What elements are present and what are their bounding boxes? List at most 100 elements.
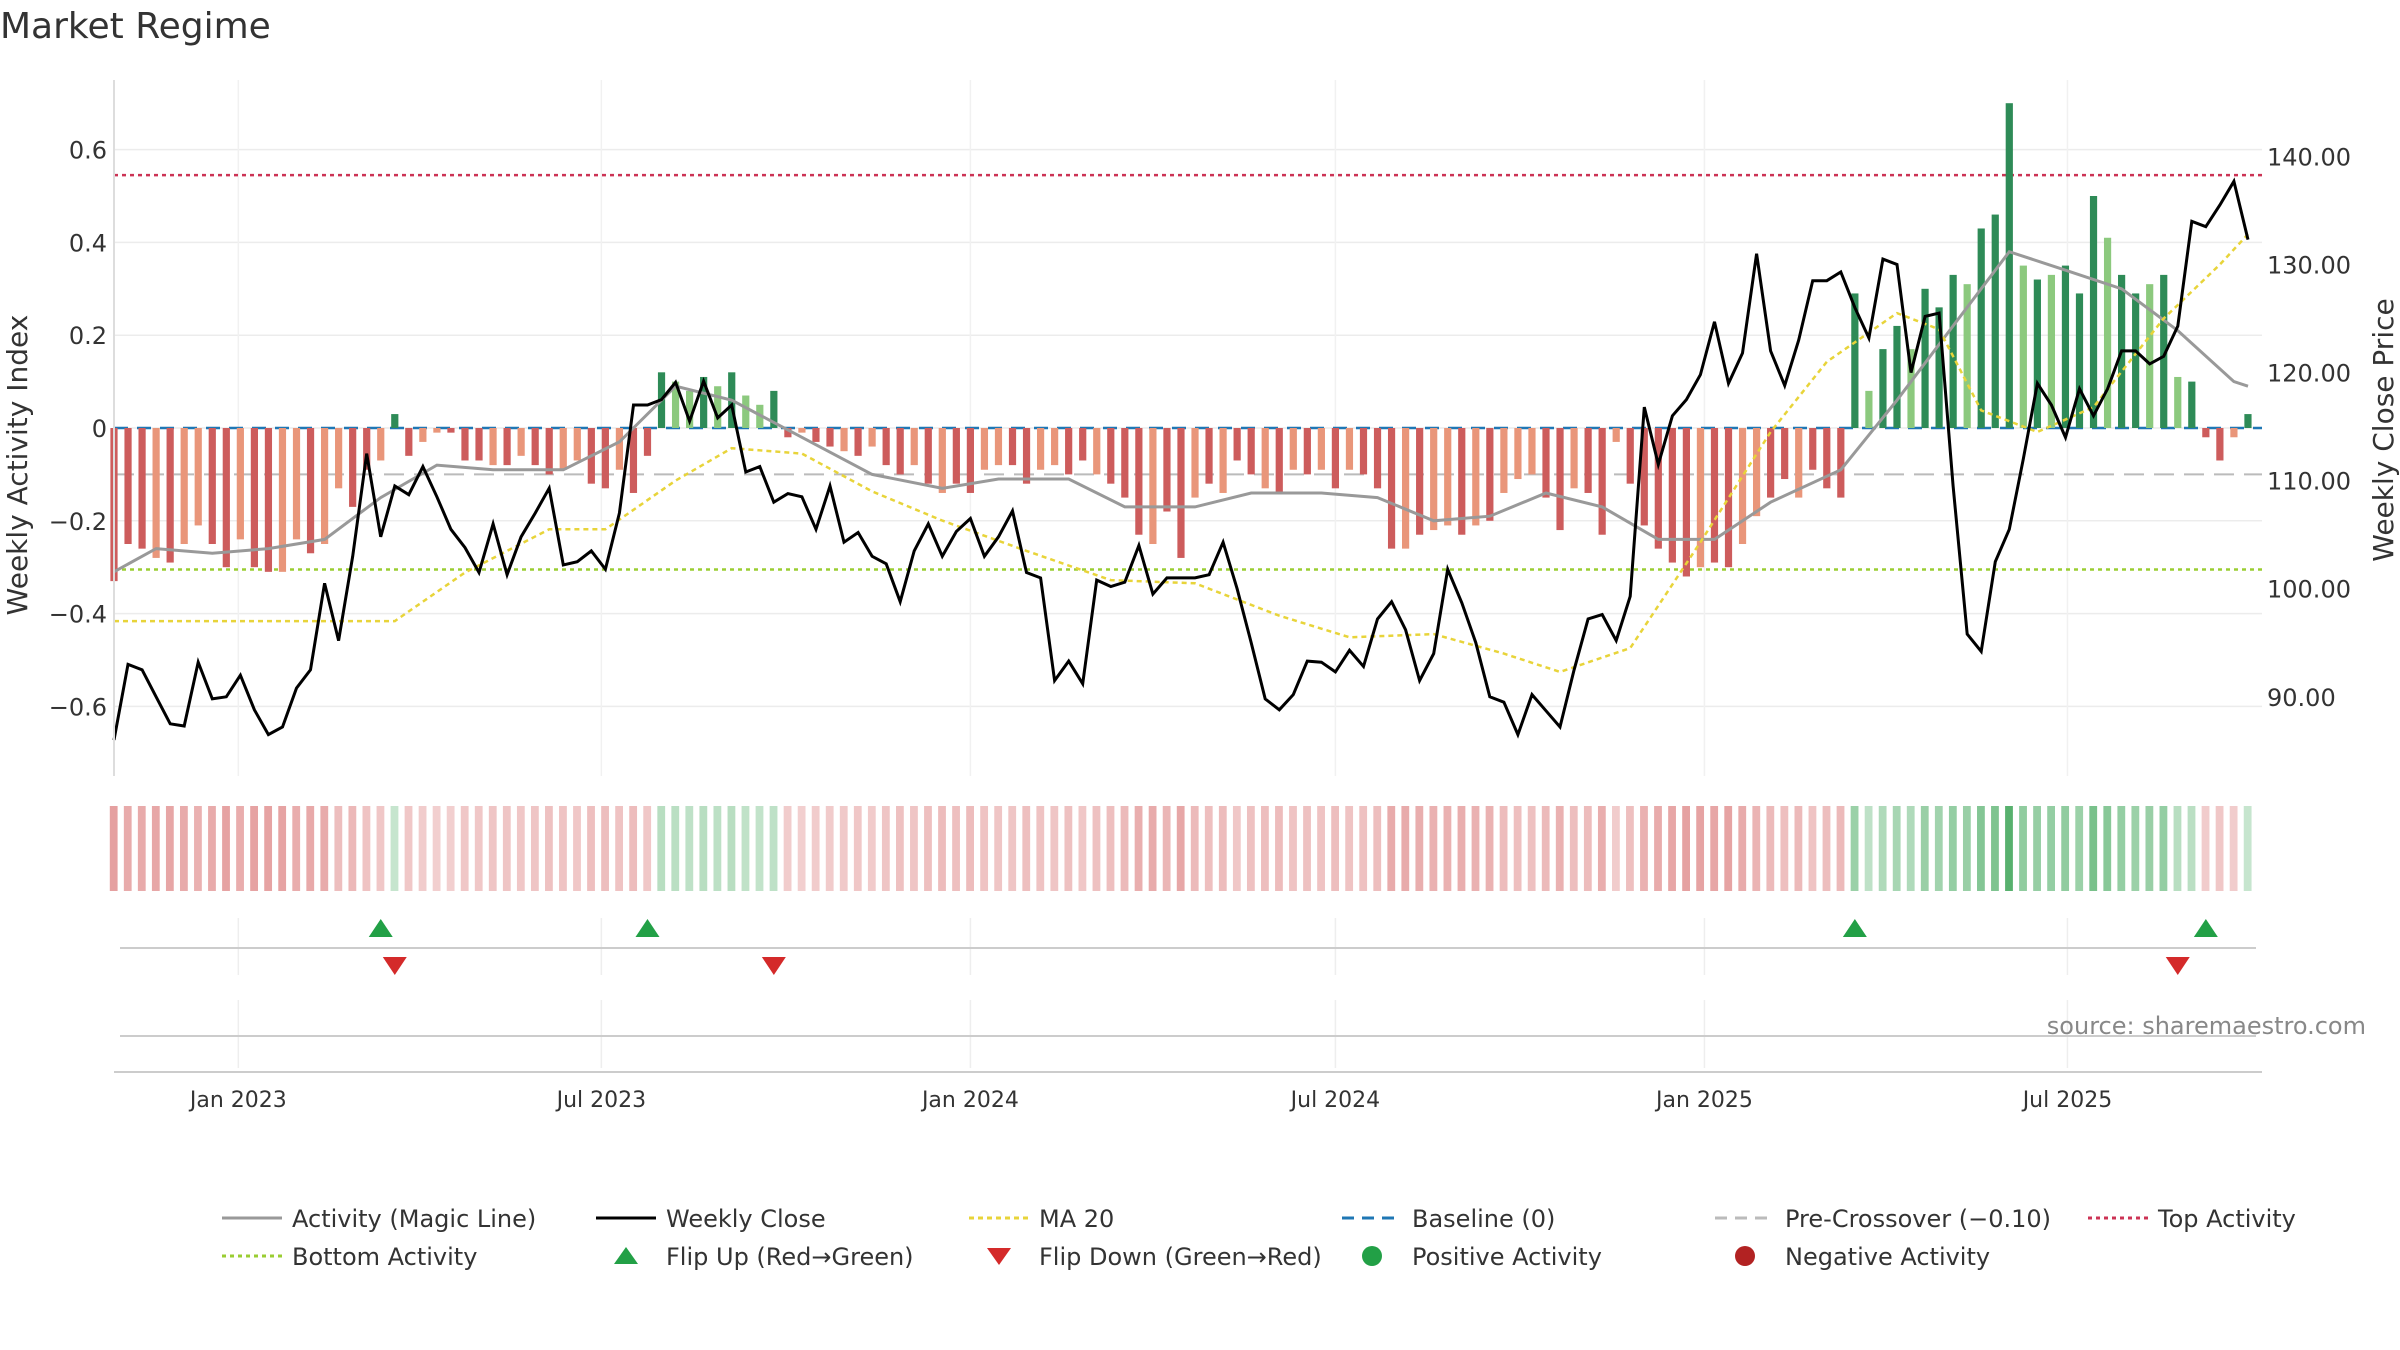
legend-item: MA 20 — [969, 1205, 1114, 1233]
regime-cell — [994, 806, 1003, 891]
activity-bar — [1809, 428, 1817, 470]
regime-cell — [1331, 806, 1340, 891]
activity-bar — [700, 376, 708, 428]
regime-cell — [1303, 806, 1312, 891]
x-tick-label: Jan 2024 — [920, 1088, 1019, 1113]
left-axis-label: Weekly Activity Index — [1, 315, 34, 616]
regime-cell — [1261, 806, 1270, 891]
regime-cell — [1527, 806, 1537, 891]
flip-up-marker — [2193, 919, 2218, 937]
activity-bar — [236, 428, 244, 540]
activity-bar — [2061, 265, 2070, 428]
regime-strip — [109, 806, 2253, 891]
regime-cell — [825, 806, 835, 891]
activity-bar — [1724, 428, 1733, 568]
regime-cell — [1471, 806, 1481, 891]
regime-cell — [1457, 806, 1466, 891]
activity-bar — [1682, 428, 1690, 577]
regime-cell — [545, 806, 554, 891]
activity-bar — [896, 428, 904, 475]
regime-cell — [1794, 806, 1803, 891]
regime-cell — [222, 806, 231, 891]
activity-bar — [798, 428, 806, 433]
x-tick-label: Jan 2025 — [1654, 1088, 1753, 1113]
regime-cell — [1190, 806, 1200, 891]
regime-cell — [1162, 806, 1172, 891]
flip-up-marker — [368, 919, 393, 937]
activity-bar — [980, 428, 989, 470]
activity-bar — [1598, 428, 1606, 535]
activity-bar — [1654, 428, 1662, 549]
regime-cell — [1738, 806, 1747, 891]
activity-bar — [1135, 428, 1143, 535]
regime-cell — [727, 806, 736, 891]
legend-label: Flip Up (Red→Green) — [666, 1243, 914, 1271]
activity-bar — [1837, 428, 1845, 498]
activity-bar — [1163, 428, 1171, 512]
regime-cell — [713, 806, 722, 891]
regime-cell — [488, 806, 498, 891]
regime-cell — [1148, 806, 1158, 891]
flip-up-marker — [635, 919, 660, 937]
regime-cell — [1850, 806, 1860, 891]
activity-bar — [1991, 214, 1999, 428]
regime-cell — [2103, 806, 2112, 891]
y-tick-left: 0.6 — [69, 137, 107, 165]
activity-bar — [419, 428, 427, 442]
activity-bar — [1668, 428, 1676, 563]
legend-item: Baseline (0) — [1342, 1205, 1555, 1233]
activity-bar — [377, 428, 385, 461]
flip-down-marker — [382, 957, 407, 975]
right-axis-label: Weekly Close Price — [2367, 298, 2400, 561]
activity-bar — [1640, 428, 1648, 526]
activity-bar — [138, 428, 146, 549]
activity-bar — [2188, 381, 2196, 428]
regime-cell — [2061, 806, 2070, 891]
legend-label: Flip Down (Green→Red) — [1039, 1243, 1322, 1271]
activity-bar — [1093, 428, 1101, 475]
activity-bar — [1177, 428, 1185, 558]
regime-cell — [2145, 806, 2154, 891]
regime-cell — [348, 806, 357, 891]
activity-bar — [1275, 428, 1283, 493]
regime-cell — [1078, 806, 1087, 891]
regime-cell — [1120, 806, 1130, 891]
regime-cell — [671, 806, 680, 891]
activity-bar — [938, 428, 946, 493]
activity-bar — [2202, 428, 2210, 438]
activity-bar — [1542, 428, 1550, 498]
regime-cell — [1359, 806, 1368, 891]
legend-swatch — [987, 1248, 1011, 1265]
y-tick-right: 110.00 — [2267, 468, 2351, 496]
regime-cell — [2005, 806, 2014, 891]
activity-bar — [1051, 428, 1059, 466]
legend-label: Top Activity — [2157, 1205, 2296, 1233]
activity-bar — [1626, 428, 1634, 484]
regime-cell — [1822, 806, 1831, 891]
activity-bar — [1879, 349, 1887, 428]
activity-bar — [531, 428, 539, 466]
activity-bar — [433, 428, 441, 433]
regime-cell — [1752, 806, 1761, 891]
regime-cell — [334, 806, 343, 891]
activity-bar — [1977, 228, 1985, 428]
activity-bar — [124, 428, 132, 544]
regime-cell — [1864, 806, 1874, 891]
activity-bar — [349, 428, 357, 507]
legend-label: Bottom Activity — [292, 1243, 477, 1271]
regime-cell — [2159, 806, 2168, 891]
regime-cell — [601, 806, 610, 891]
series-lines — [112, 177, 2250, 741]
activity-bar — [1345, 428, 1354, 470]
activity-bar — [475, 428, 483, 461]
regime-cell — [1022, 806, 1031, 891]
activity-bar — [222, 428, 230, 568]
legend-label: Positive Activity — [1412, 1243, 1602, 1271]
grid — [114, 80, 2262, 1068]
activity-bar — [854, 428, 862, 456]
activity-bar — [1219, 428, 1227, 493]
regime-cell — [1668, 806, 1677, 891]
activity-bar — [1528, 428, 1536, 475]
activity-bar — [1907, 349, 1915, 428]
activity-bar — [1963, 284, 1971, 428]
